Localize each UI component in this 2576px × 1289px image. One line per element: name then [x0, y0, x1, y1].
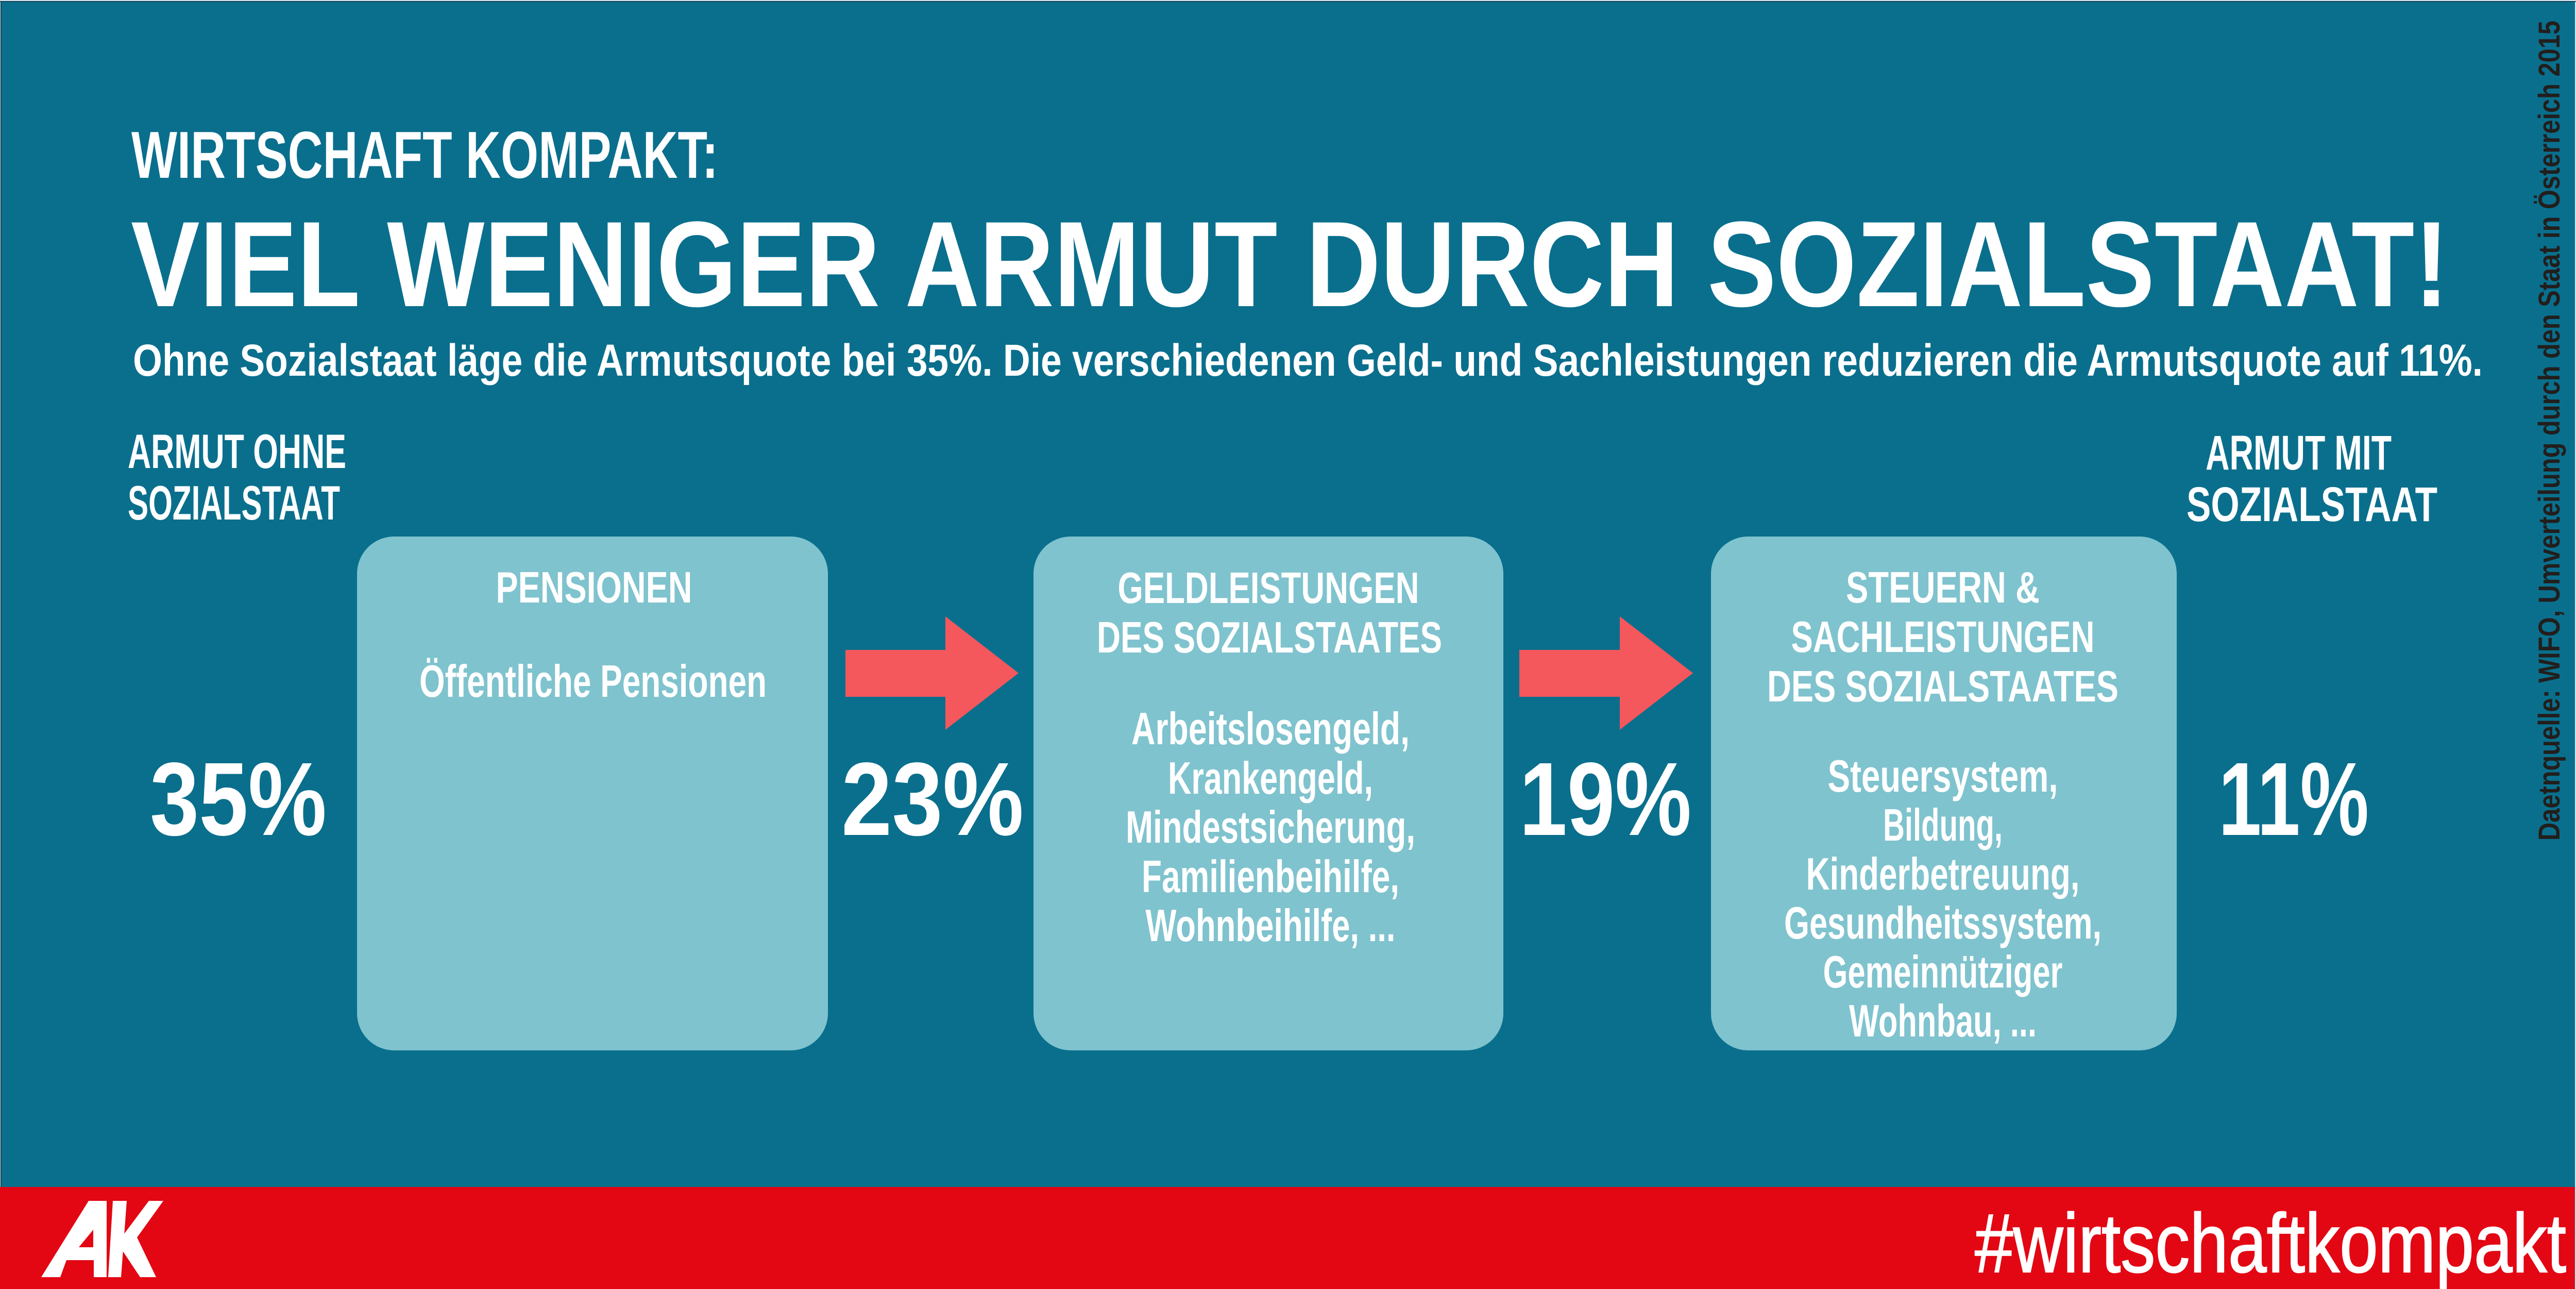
svg-text:ARMUT MIT: ARMUT MIT — [2206, 426, 2392, 480]
svg-text:Wohnbau, ...: Wohnbau, ... — [1849, 995, 2037, 1046]
svg-text:Steuersystem,: Steuersystem, — [1828, 750, 2058, 801]
svg-text:Ohne Sozialstaat läge die Armu: Ohne Sozialstaat läge die Armutsquote be… — [133, 336, 2483, 386]
svg-text:DES SOZIALSTAATES: DES SOZIALSTAATES — [1097, 613, 1442, 662]
svg-text:35%: 35% — [150, 741, 327, 857]
svg-text:Familienbeihilfe,: Familienbeihilfe, — [1142, 851, 1399, 902]
svg-text:Öffentliche Pensionen: Öffentliche Pensionen — [419, 656, 767, 707]
svg-text:Kinderbetreuung,: Kinderbetreuung, — [1806, 848, 2080, 899]
svg-text:SACHLEISTUNGEN: SACHLEISTUNGEN — [1791, 613, 2095, 662]
svg-text:Bildung,: Bildung, — [1883, 799, 2003, 850]
svg-text:Krankengeld,: Krankengeld, — [1168, 752, 1373, 803]
svg-text:GELDLEISTUNGEN: GELDLEISTUNGEN — [1118, 564, 1419, 613]
svg-text:VIEL WENIGER ARMUT DURCH SOZIA: VIEL WENIGER ARMUT DURCH SOZIALSTAAT! — [131, 196, 2449, 332]
svg-text:11%: 11% — [2218, 741, 2369, 857]
svg-text:Daetnquelle: WIFO, Umverteilun: Daetnquelle: WIFO, Umverteilung durch de… — [2533, 21, 2566, 841]
svg-text:SOZIALSTAAT: SOZIALSTAAT — [128, 476, 340, 530]
svg-text:Arbeitslosengeld,: Arbeitslosengeld, — [1131, 703, 1410, 754]
svg-text:Gesundheitssystem,: Gesundheitssystem, — [1784, 897, 2102, 948]
svg-text:PENSIONEN: PENSIONEN — [496, 563, 692, 612]
svg-text:Gemeinnütziger: Gemeinnütziger — [1823, 946, 2063, 997]
svg-text:ARMUT OHNE: ARMUT OHNE — [128, 424, 346, 478]
svg-text:Mindestsicherung,: Mindestsicherung, — [1126, 801, 1415, 852]
svg-text:#wirtschaftkompakt: #wirtschaftkompakt — [1975, 1197, 2566, 1289]
svg-text:23%: 23% — [841, 741, 1024, 857]
svg-text:STEUERN &: STEUERN & — [1846, 563, 2040, 612]
svg-text:SOZIALSTAAT: SOZIALSTAAT — [2187, 477, 2437, 532]
svg-text:Wohnbeihilfe, ...: Wohnbeihilfe, ... — [1146, 900, 1396, 951]
svg-text:19%: 19% — [1519, 741, 1691, 857]
svg-text:WIRTSCHAFT KOMPAKT:: WIRTSCHAFT KOMPAKT: — [131, 118, 718, 192]
svg-text:DES SOZIALSTAATES: DES SOZIALSTAATES — [1767, 662, 2119, 711]
